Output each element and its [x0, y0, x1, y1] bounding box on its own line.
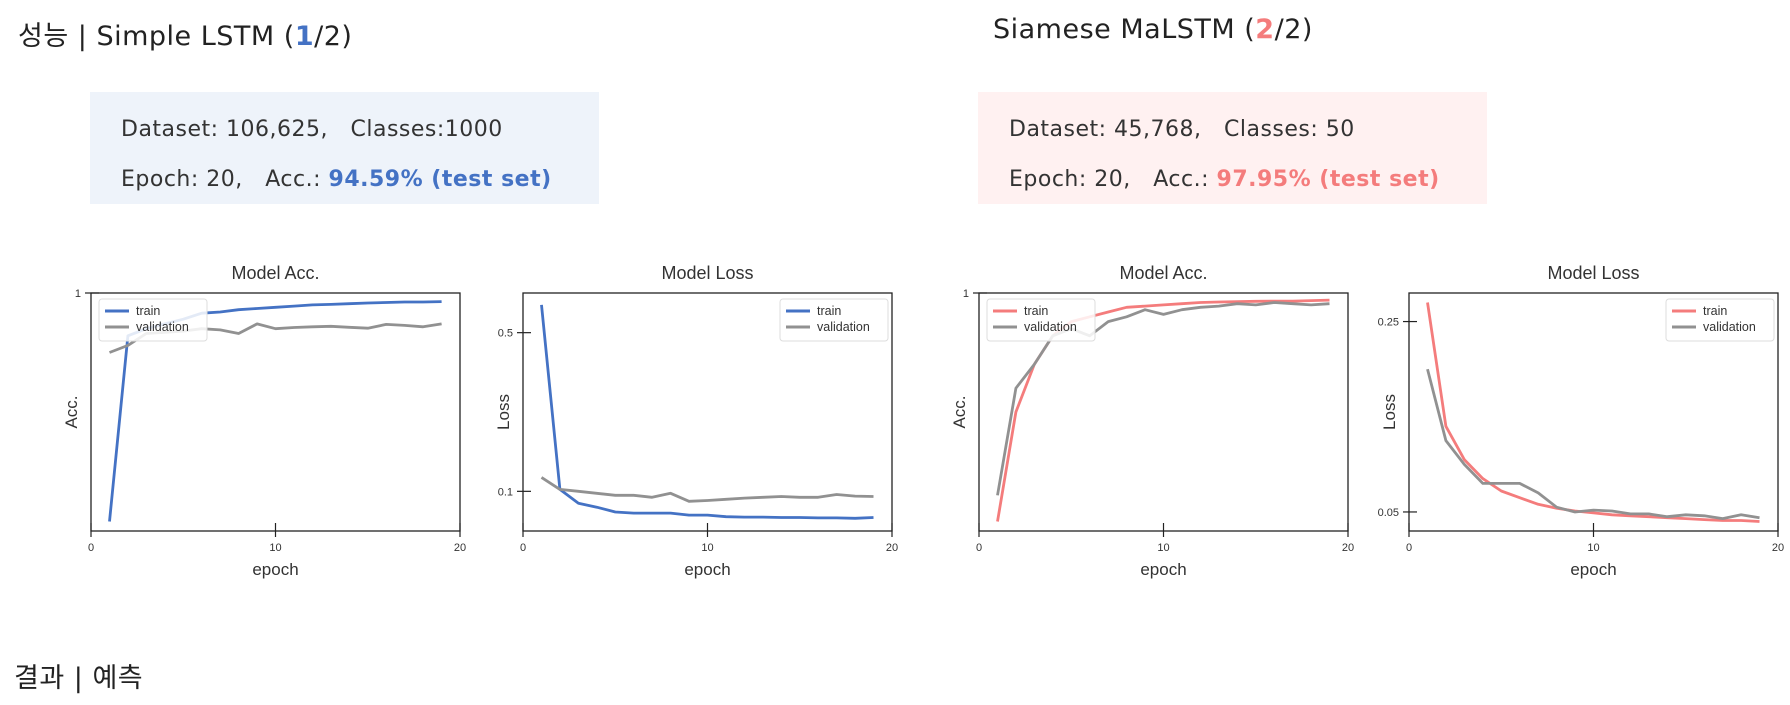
bottom-section-title: 결과 | 예측 [14, 663, 144, 694]
chart-1: Model Acc. epoch Acc. 0 10 20 1 train validation [62, 263, 466, 579]
chart-2: Model Loss epoch Loss 0 10 20 0.5 0.1 train valid… [494, 263, 898, 579]
chart-title: Model Loss [661, 263, 753, 283]
x-tick-label: 10 [1587, 542, 1599, 554]
legend-label-train: train [817, 304, 841, 318]
y-axis-label: Loss [1380, 394, 1399, 430]
x-tick-label: 10 [269, 542, 281, 554]
right-info-box: Dataset: 45,768, Classes: 50 Epoch: 20, … [978, 92, 1487, 204]
right-classes-label: Classes: 50 [1224, 117, 1355, 142]
y-tick-label: 1 [963, 288, 969, 300]
x-tick-label: 10 [1157, 542, 1169, 554]
left-classes-label: Classes:1000 [350, 117, 503, 142]
right-info-line-2: Epoch: 20, Acc.: 97.95% (test set) [1009, 160, 1487, 210]
x-tick-label: 10 [701, 542, 713, 554]
y-tick-label: 0.1 [498, 486, 513, 498]
y-axis-label: Acc. [950, 395, 969, 428]
legend-label-validation: validation [1703, 320, 1756, 334]
left-epoch-label: Epoch: 20, [121, 167, 243, 192]
y-axis-label: Loss [494, 394, 513, 430]
left-info-line-2: Epoch: 20, Acc.: 94.59% (test set) [121, 160, 599, 210]
legend-label-train: train [136, 304, 160, 318]
y-tick-label: 0.25 [1378, 317, 1399, 329]
x-axis-label: epoch [684, 560, 730, 579]
x-tick-label: 20 [1342, 542, 1354, 554]
x-tick-label: 20 [1772, 542, 1784, 554]
series-line-validation [1426, 368, 1760, 520]
series-line-train [540, 304, 874, 520]
y-tick-label: 0.05 [1378, 507, 1399, 519]
chart-title: Model Loss [1547, 263, 1639, 283]
x-tick-label: 20 [886, 542, 898, 554]
right-acc-label: Acc.: [1153, 167, 1210, 192]
y-tick-label: 1 [75, 288, 81, 300]
x-tick-label: 0 [1406, 542, 1412, 554]
legend-label-validation: validation [1024, 320, 1077, 334]
left-section-title: 성능 | Simple LSTM (1/2) [18, 14, 352, 53]
left-title-number: 1 [294, 21, 315, 52]
series-line-validation [540, 476, 874, 503]
x-tick-label: 0 [976, 542, 982, 554]
right-section-title: Siamese MaLSTM (2/2) [993, 14, 1313, 45]
left-acc-value: 94.59% (test set) [328, 167, 552, 192]
left-title-suffix: /2) [314, 21, 353, 52]
right-title-number: 2 [1255, 14, 1275, 45]
legend-label-validation: validation [817, 320, 870, 334]
left-info-line-1: Dataset: 106,625, Classes:1000 [121, 110, 599, 160]
x-axis-label: epoch [1140, 560, 1186, 579]
chart-3: Model Acc. epoch Acc. 0 10 20 1 train validation [950, 263, 1354, 579]
x-tick-label: 20 [454, 542, 466, 554]
x-axis-label: epoch [1570, 560, 1616, 579]
left-title-prefix: 성능 | Simple LSTM ( [18, 21, 295, 52]
legend-label-train: train [1024, 304, 1048, 318]
right-title-suffix: /2) [1274, 14, 1313, 45]
legend-label-validation: validation [136, 320, 189, 334]
right-epoch-label: Epoch: 20, [1009, 167, 1131, 192]
left-info-box: Dataset: 106,625, Classes:1000 Epoch: 20… [90, 92, 599, 204]
x-tick-label: 0 [88, 542, 94, 554]
chart-title: Model Acc. [1119, 263, 1207, 283]
y-tick-label: 0.5 [498, 328, 513, 340]
right-info-line-1: Dataset: 45,768, Classes: 50 [1009, 110, 1487, 160]
chart-4: Model Loss epoch Loss 0 10 20 0.25 0.05 train val… [1378, 263, 1785, 579]
x-tick-label: 0 [520, 542, 526, 554]
series-line-train [1426, 302, 1760, 523]
right-acc-value: 97.95% (test set) [1216, 167, 1440, 192]
left-acc-label: Acc.: [265, 167, 322, 192]
right-dataset-label: Dataset: 45,768, [1009, 117, 1202, 142]
legend-label-train: train [1703, 304, 1727, 318]
right-title-prefix: Siamese MaLSTM ( [993, 14, 1256, 45]
left-dataset-label: Dataset: 106,625, [121, 117, 329, 142]
x-axis-label: epoch [252, 560, 298, 579]
y-axis-label: Acc. [62, 395, 81, 428]
chart-title: Model Acc. [231, 263, 319, 283]
